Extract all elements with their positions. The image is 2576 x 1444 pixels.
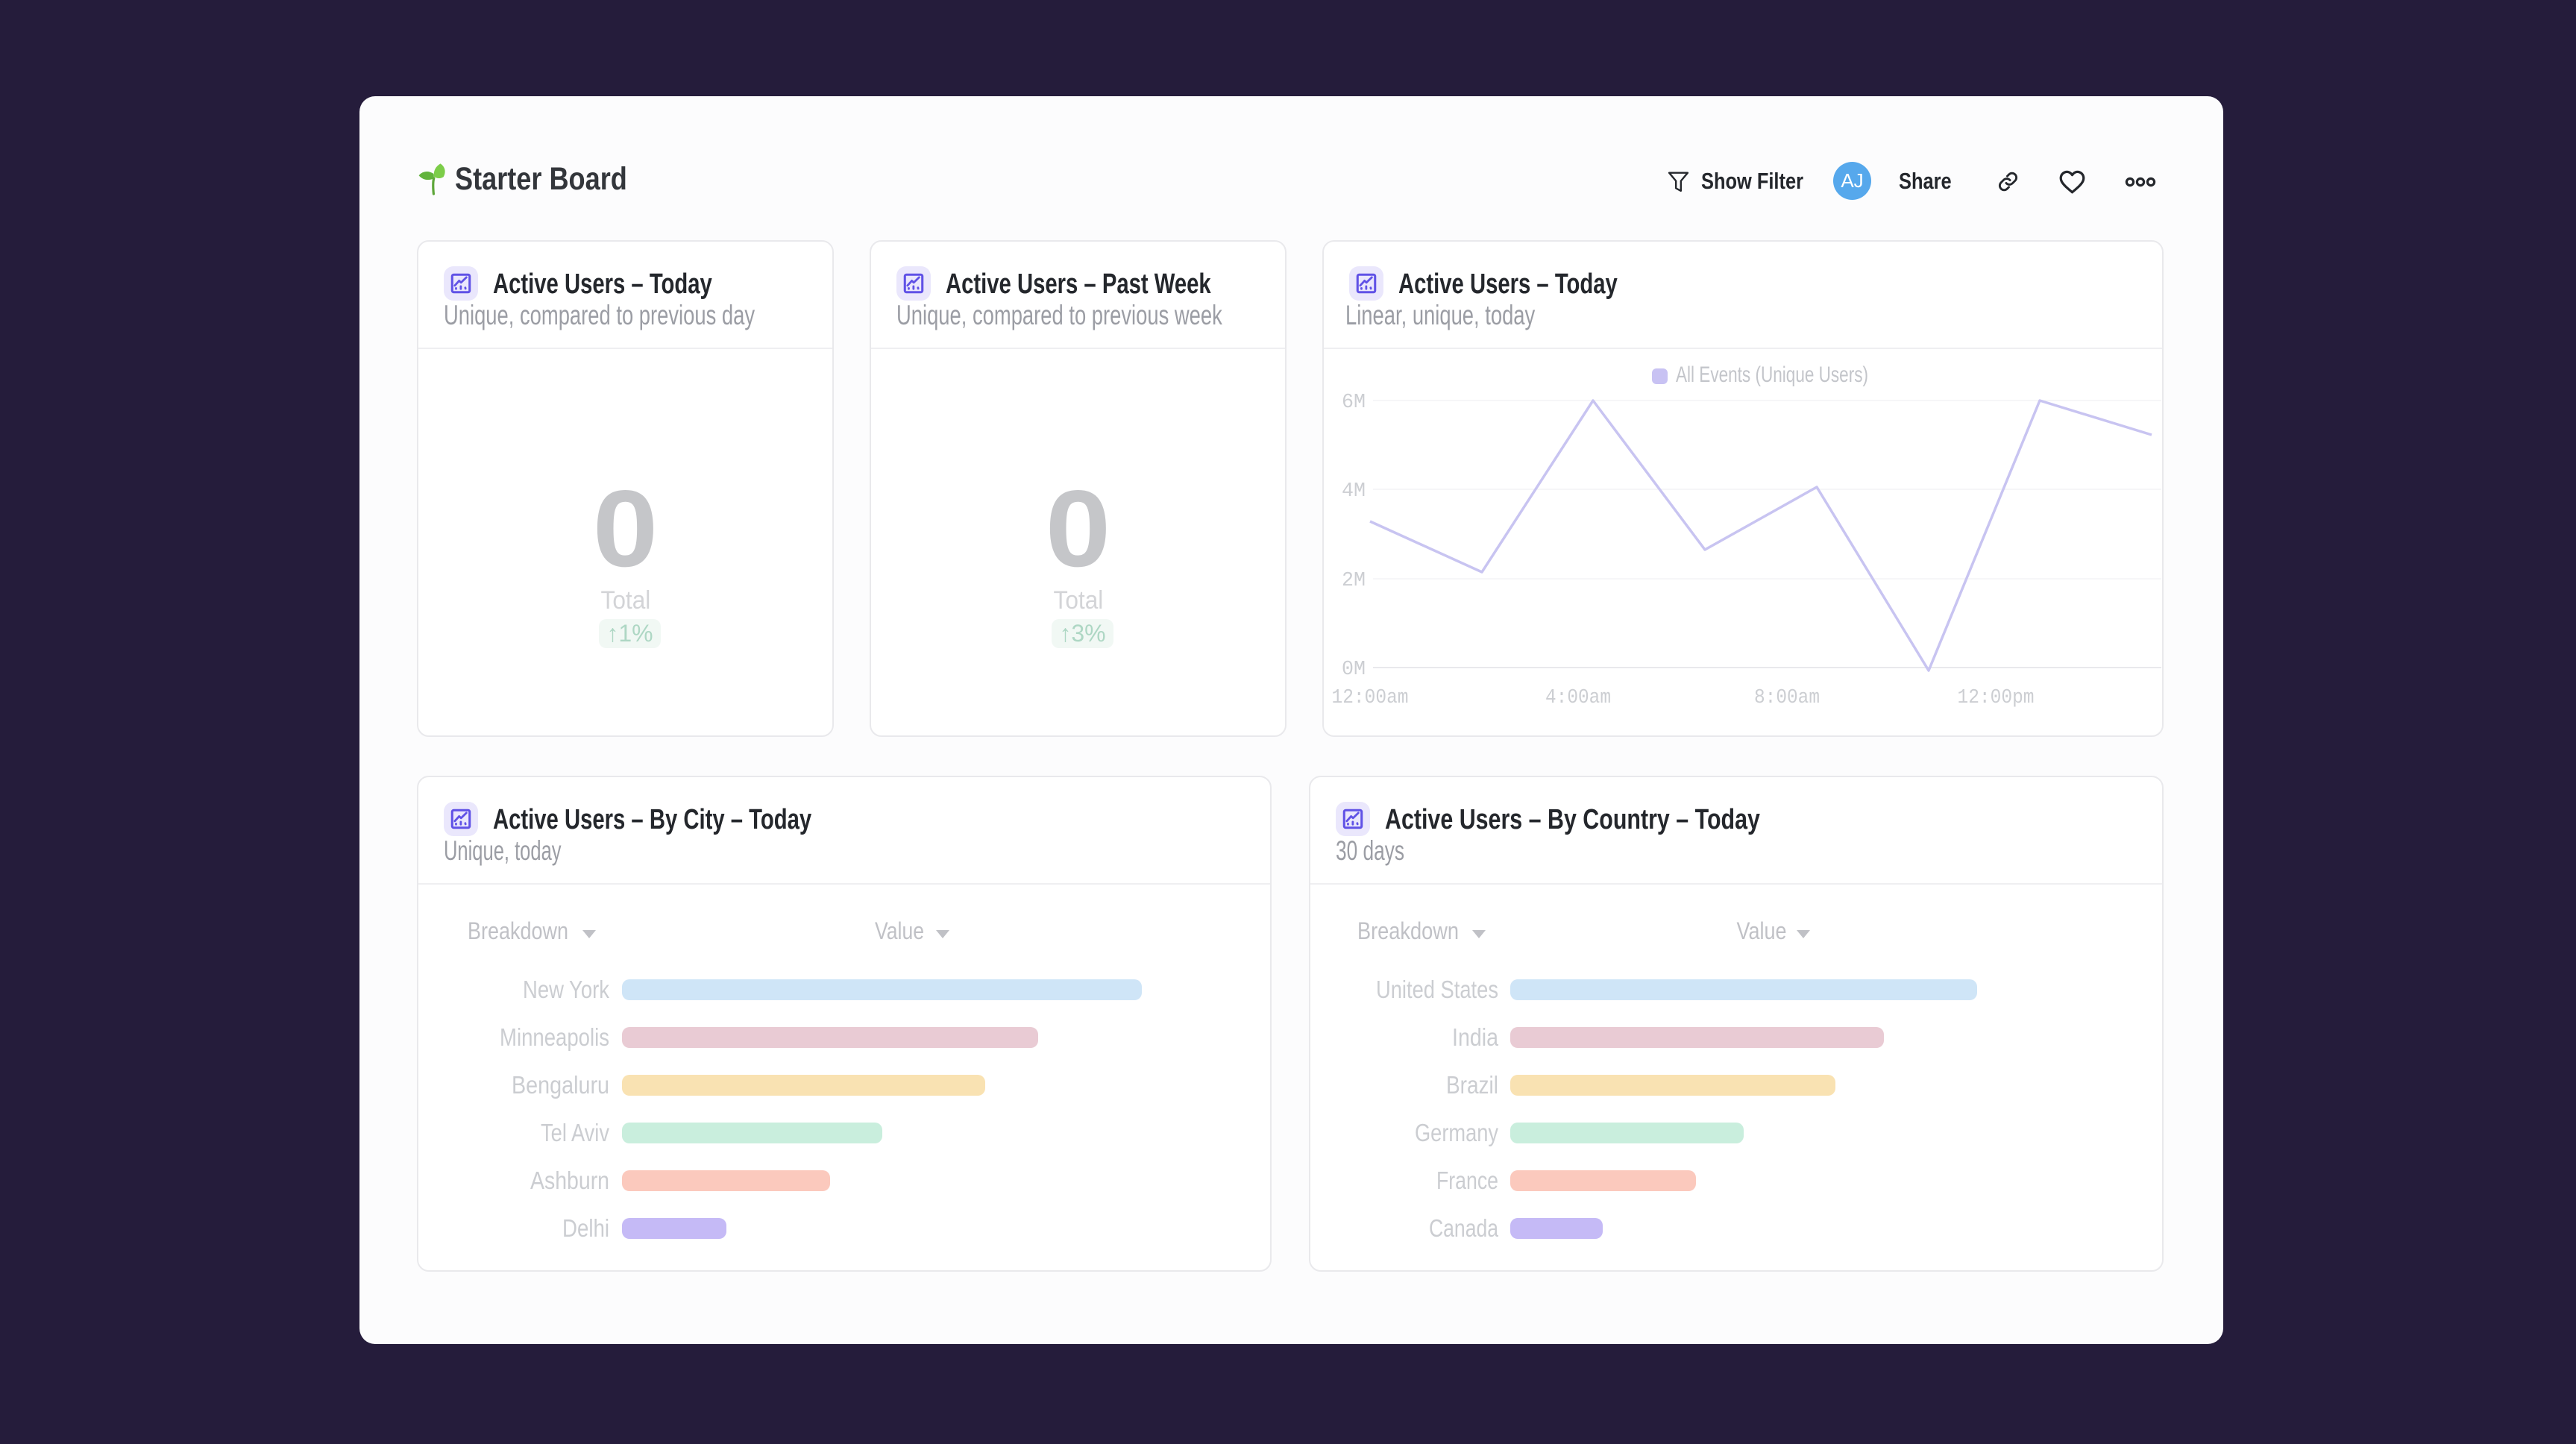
svg-text:Breakdown: Breakdown (1357, 917, 1459, 944)
svg-text:12:00pm: 12:00pm (1958, 687, 2035, 709)
svg-text:Ashburn: Ashburn (530, 1167, 609, 1194)
svg-text:France: France (1436, 1167, 1498, 1194)
svg-text:Brazil: Brazil (1446, 1071, 1498, 1099)
svg-text:India: India (1452, 1023, 1499, 1051)
svg-text:Tel Aviv: Tel Aviv (541, 1119, 609, 1146)
svg-text:Canada: Canada (1429, 1214, 1499, 1242)
svg-text:Germany: Germany (1415, 1119, 1498, 1146)
svg-text:2M: 2M (1342, 570, 1366, 592)
svg-text:Delhi: Delhi (562, 1214, 609, 1242)
svg-text:Minneapolis: Minneapolis (500, 1023, 609, 1051)
svg-text:Breakdown: Breakdown (468, 917, 568, 944)
svg-text:4M: 4M (1342, 480, 1366, 503)
svg-text:Bengaluru: Bengaluru (512, 1071, 609, 1099)
svg-text:6M: 6M (1342, 392, 1366, 414)
svg-text:Value: Value (1737, 917, 1787, 944)
svg-text:New York: New York (523, 976, 609, 1003)
svg-text:8:00am: 8:00am (1754, 687, 1820, 709)
svg-text:12:00am: 12:00am (1332, 687, 1409, 709)
svg-text:Value: Value (875, 917, 924, 944)
svg-text:4:00am: 4:00am (1545, 687, 1611, 709)
svg-text:0M: 0M (1342, 659, 1366, 681)
svg-text:United States: United States (1376, 976, 1498, 1003)
svg-text:All Events (Unique Users): All Events (Unique Users) (1676, 362, 1868, 387)
